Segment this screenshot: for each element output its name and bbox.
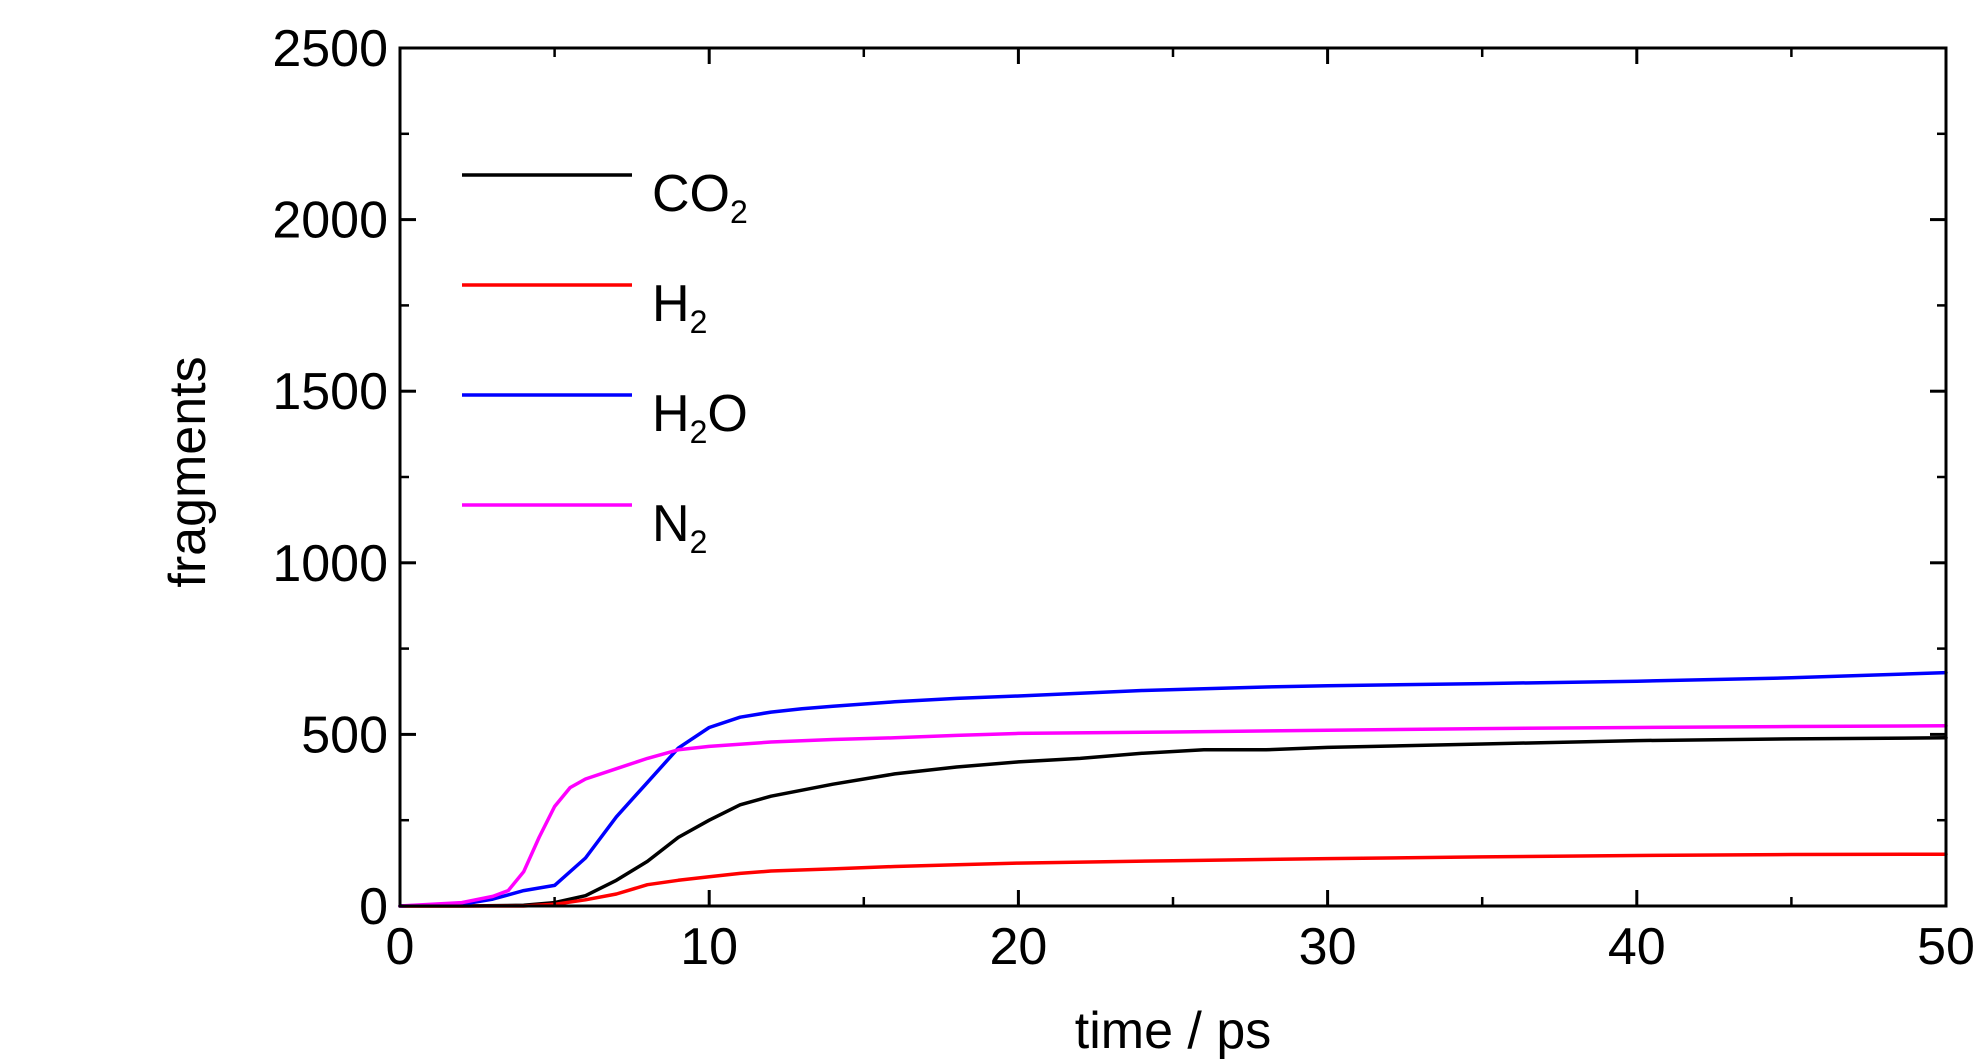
- y-tick-label: 2000: [272, 192, 388, 250]
- legend-item-co2: CO2: [462, 165, 748, 230]
- series-line-n2: [398, 724, 1948, 908]
- legend-label-h2: H2: [652, 275, 707, 340]
- legend-label-subscript: 2: [690, 304, 708, 340]
- y-axis-label: fragments: [159, 356, 217, 587]
- x-tick-label: 40: [1608, 918, 1666, 976]
- legend-item-h2: H2: [462, 275, 707, 340]
- legend-item-h2o: H2O: [462, 385, 748, 450]
- series-line-h2o: [398, 670, 1948, 908]
- x-tick-label: 10: [680, 918, 738, 976]
- x-tick-label: 20: [989, 918, 1047, 976]
- series-layer: [398, 670, 1948, 908]
- legend-label-co2: CO2: [652, 165, 748, 230]
- x-tick-label: 0: [386, 918, 415, 976]
- y-tick-label: 500: [301, 706, 388, 764]
- x-tick-label: 30: [1299, 918, 1357, 976]
- legend-item-n2: N2: [462, 495, 707, 560]
- legend-label-n2: N2: [652, 495, 707, 560]
- legend-label-main: N: [652, 495, 690, 553]
- legend-label-h2o: H2O: [652, 385, 748, 450]
- legend-label-subscript: 2: [730, 194, 748, 230]
- legend-label-subscript: 2: [690, 414, 708, 450]
- series-line-h2: [398, 852, 1948, 908]
- y-tick-label: 2500: [272, 20, 388, 78]
- y-tick-label: 1500: [272, 363, 388, 421]
- series-line-co2: [398, 736, 1948, 908]
- legend-label-main: CO: [652, 165, 730, 223]
- x-tick-label: 50: [1917, 918, 1975, 976]
- legend-label-main: H: [652, 385, 690, 443]
- legend-label-main: H: [652, 275, 690, 333]
- legend-label-subscript: 2: [690, 524, 708, 560]
- y-tick-label: 0: [359, 878, 388, 936]
- y-tick-label: 1000: [272, 535, 388, 593]
- legend-label-tail: O: [707, 385, 747, 443]
- x-axis-label: time / ps: [1075, 1002, 1272, 1060]
